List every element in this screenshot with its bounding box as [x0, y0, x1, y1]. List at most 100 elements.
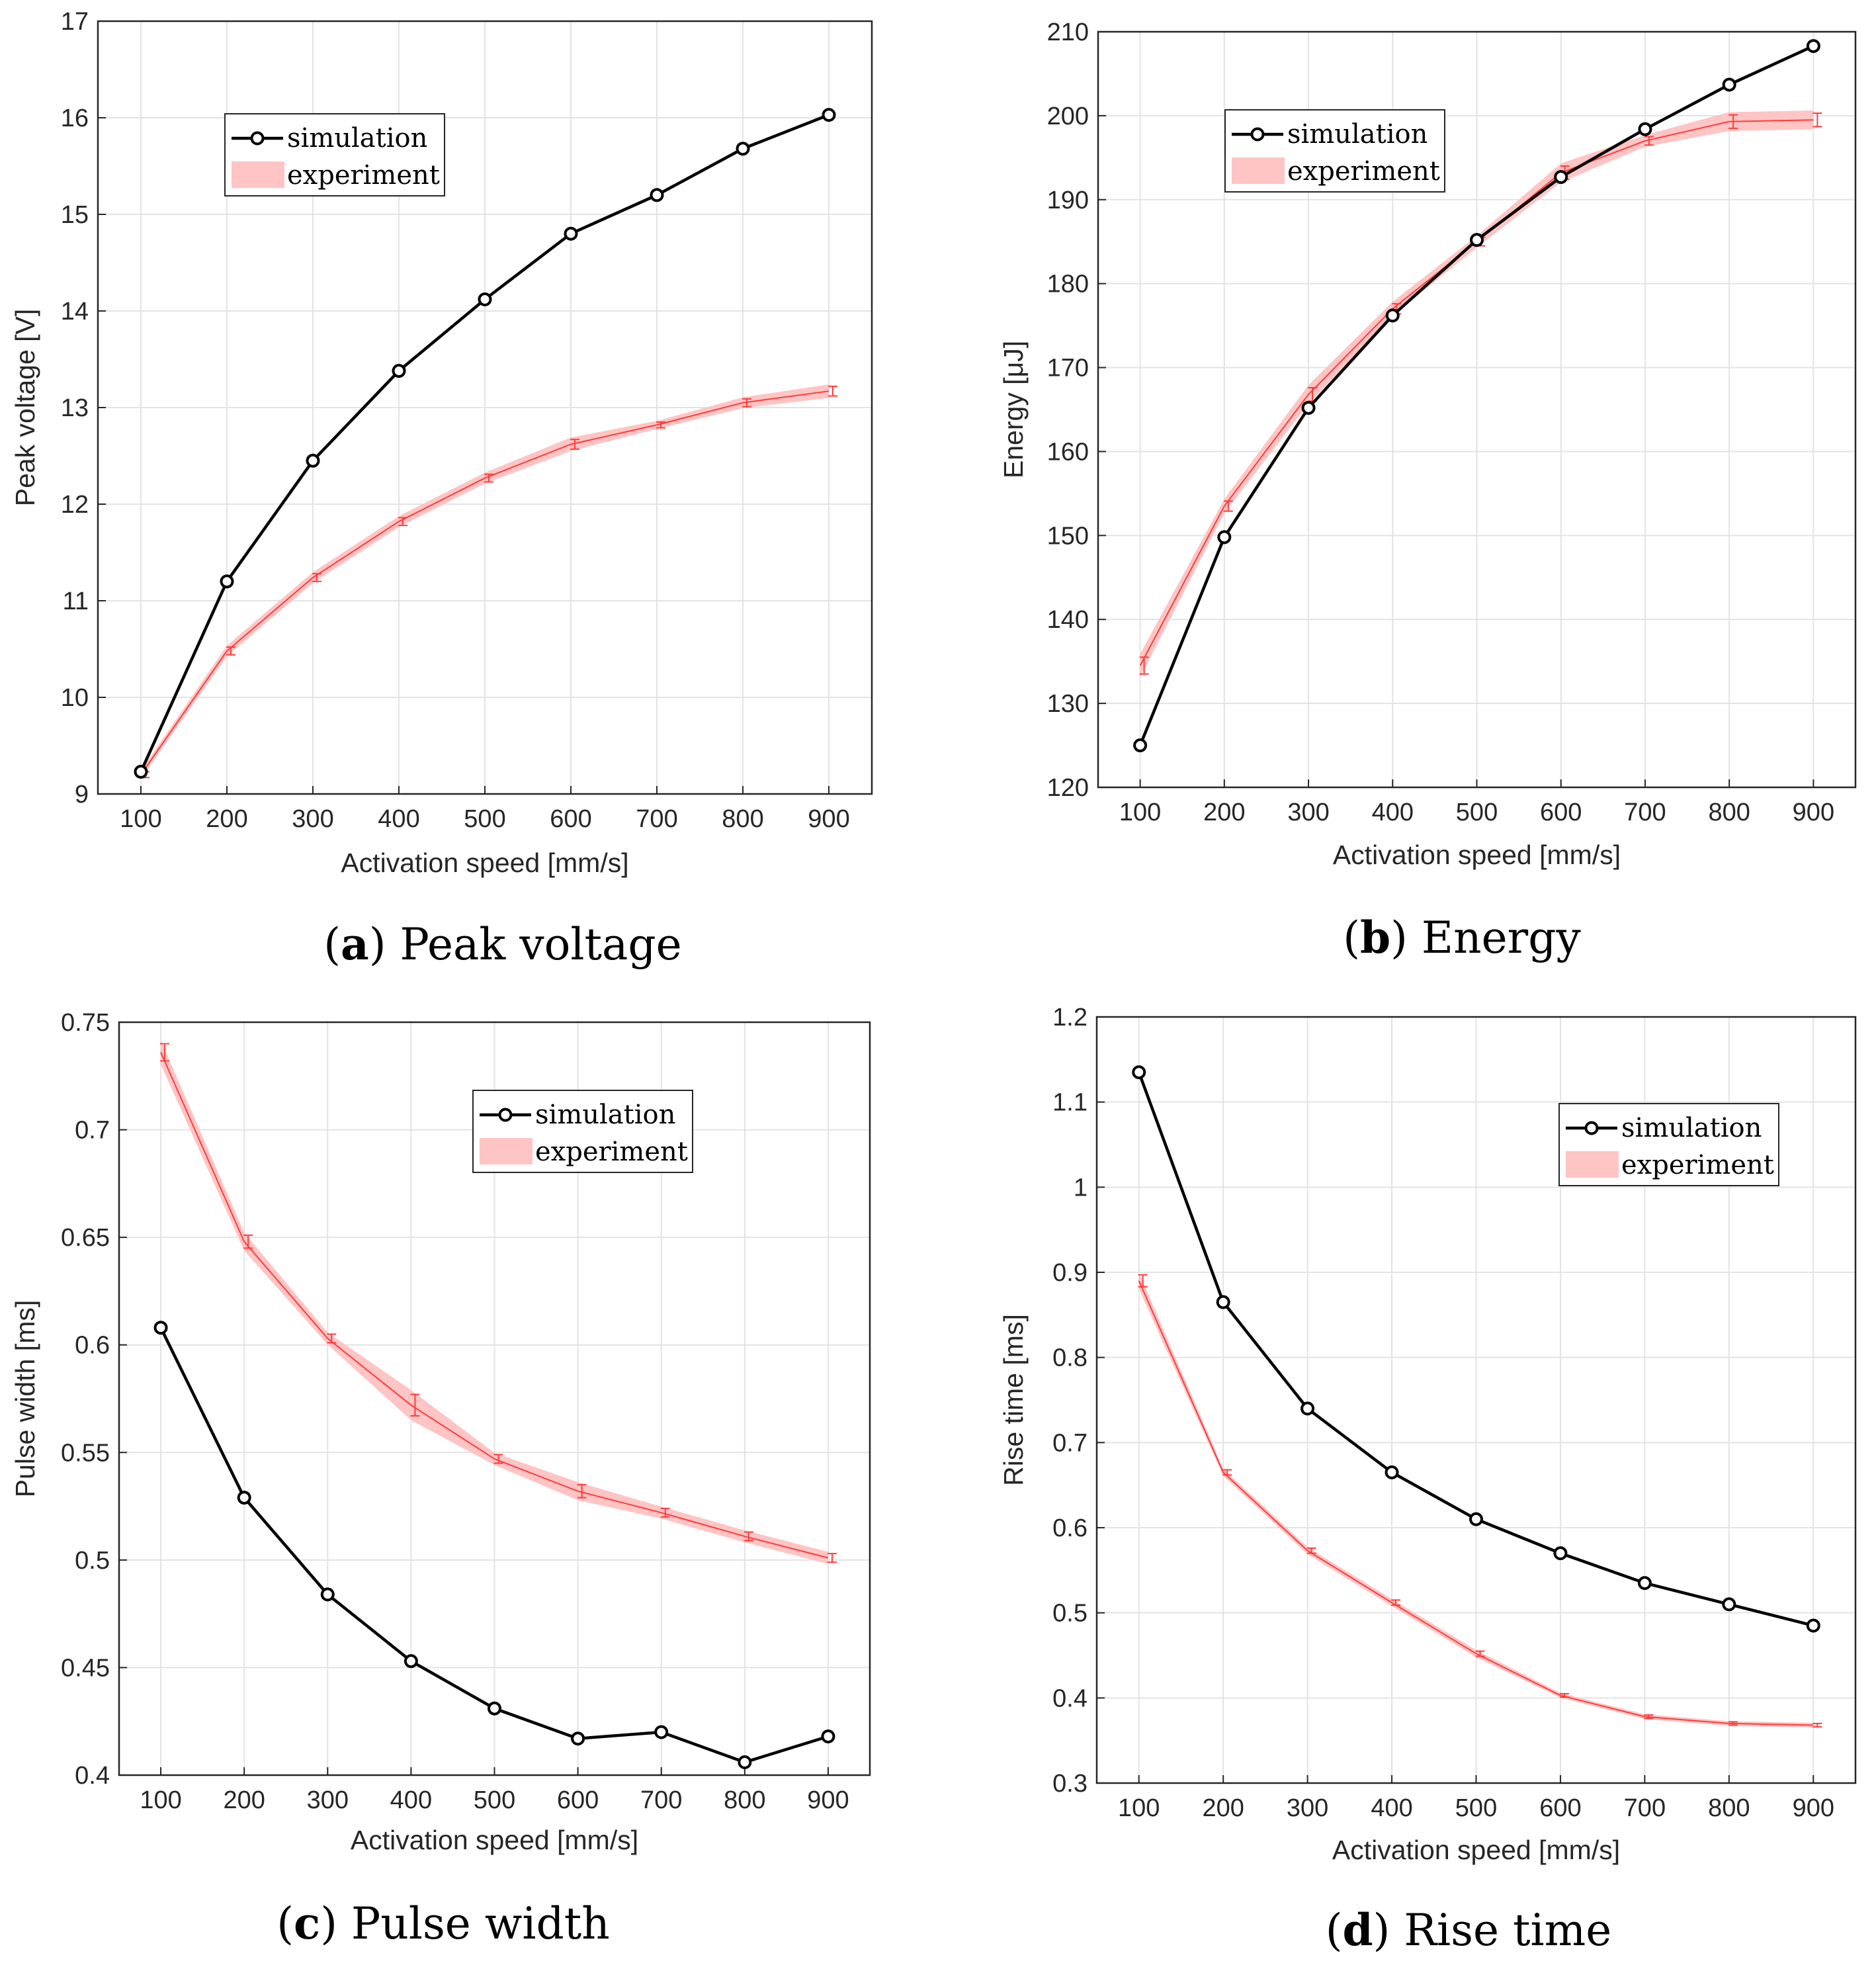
y-tick-label: 0.3	[1052, 1770, 1087, 1798]
experiment-errorbar	[1475, 1650, 1485, 1657]
experiment-errorbar	[410, 1393, 420, 1417]
simulation-point	[1722, 77, 1736, 92]
x-tick-label: 400	[1371, 1794, 1412, 1822]
x-tick-label: 300	[1287, 799, 1329, 826]
experiment-errorbar	[1306, 1547, 1316, 1554]
experiment-line	[160, 1052, 829, 1559]
x-tick-label: 400	[390, 1786, 432, 1814]
experiment-errorbar	[312, 573, 321, 582]
simulation-point	[1132, 1065, 1146, 1080]
x-tick-label: 500	[1455, 1794, 1497, 1822]
caption-paren-open: (	[277, 1898, 294, 1949]
y-tick-label: 120	[1047, 774, 1089, 802]
x-tick-label: 300	[1287, 1794, 1328, 1822]
caption-letter: d	[1342, 1904, 1373, 1956]
simulation-point	[134, 764, 148, 779]
x-axis-label: Activation speed [mm/s]	[341, 848, 628, 878]
y-tick-label: 180	[1047, 271, 1089, 298]
experiment-errorbar	[398, 517, 407, 527]
caption-letter: a	[341, 918, 369, 970]
legend-experiment-swatch	[1566, 1151, 1619, 1178]
legend: simulation experiment	[1558, 1103, 1779, 1186]
simulation-point	[1722, 1597, 1736, 1612]
y-tick-label: 0.75	[61, 1009, 110, 1037]
simulation-point	[1554, 170, 1568, 185]
simulation-point	[1637, 1576, 1652, 1591]
x-tick-label: 800	[1708, 1794, 1750, 1822]
panel-caption: (c) Pulse width	[277, 1898, 609, 1949]
experiment-errorbar	[226, 646, 235, 656]
y-tick-label: 0.6	[75, 1332, 110, 1360]
simulation-point	[478, 292, 492, 306]
x-tick-label: 800	[1708, 799, 1750, 826]
y-tick-label: 16	[61, 105, 89, 132]
legend-experiment-label: experiment	[287, 160, 440, 191]
x-tick-label: 600	[1539, 1794, 1581, 1822]
y-tick-label: 0.4	[75, 1762, 110, 1790]
caption-text: Rise time	[1390, 1905, 1611, 1956]
y-tick-label: 9	[75, 781, 89, 809]
caption-text: Pulse width	[337, 1898, 610, 1949]
experiment-errorbar	[577, 1484, 587, 1499]
experiment-errorbar	[1728, 114, 1738, 129]
simulation-point	[1300, 1401, 1315, 1416]
experiment-errorbar	[828, 385, 837, 397]
x-axis-label: Activation speed [mm/s]	[351, 1825, 638, 1855]
x-tick-label: 800	[724, 1786, 765, 1814]
y-tick-label: 11	[63, 588, 89, 615]
caption-paren-close: )	[320, 1898, 337, 1949]
legend-simulation-marker	[250, 131, 265, 146]
experiment-errorbar	[744, 1531, 753, 1542]
x-tick-label: 400	[1372, 799, 1414, 826]
x-tick-label: 700	[636, 805, 677, 833]
simulation-point	[1806, 39, 1820, 54]
x-tick-label: 100	[1119, 799, 1161, 826]
y-tick-label: 13	[61, 394, 89, 422]
y-tick-label: 0.55	[61, 1439, 110, 1467]
experiment-line	[1138, 1280, 1814, 1726]
simulation-point	[1301, 400, 1316, 415]
legend-simulation-marker	[498, 1108, 513, 1122]
simulation-point	[1553, 1546, 1568, 1561]
caption-text: Energy	[1408, 912, 1582, 963]
experiment-errorbar	[1644, 136, 1654, 146]
panel-caption: (a) Peak voltage	[323, 918, 681, 970]
experiment-errorbar	[327, 1333, 337, 1344]
caption-letter: b	[1360, 912, 1390, 963]
y-tick-label: 0.5	[75, 1547, 110, 1575]
y-tick-label: 150	[1047, 522, 1089, 550]
x-tick-label: 600	[557, 1786, 599, 1814]
x-tick-label: 200	[1203, 799, 1245, 826]
simulation-point	[237, 1491, 251, 1505]
y-tick-label: 0.9	[1052, 1259, 1087, 1287]
legend-simulation-label: simulation	[1621, 1113, 1762, 1143]
y-tick-label: 0.8	[1052, 1344, 1087, 1372]
chart-panel-d: 100 200 300 400 500 600 700 800 900 0.3 0.4 0.5 0.6 0…	[998, 1004, 1857, 1956]
x-axis-label: Activation speed [mm/s]	[1333, 840, 1621, 870]
x-axis-label: Activation speed [mm/s]	[1332, 1835, 1620, 1865]
x-tick-label: 200	[1202, 1794, 1244, 1822]
y-tick-label: 0.6	[1052, 1514, 1087, 1542]
panel-caption: (d) Rise time	[1326, 1904, 1612, 1956]
simulation-point	[1806, 1618, 1820, 1633]
simulation-point	[1216, 1295, 1230, 1309]
x-tick-label: 700	[640, 1786, 682, 1814]
caption-letter: c	[294, 1898, 320, 1949]
legend-experiment-label: experiment	[535, 1137, 688, 1167]
x-tick-label: 600	[550, 805, 591, 833]
y-tick-label: 12	[61, 491, 89, 519]
x-tick-label: 900	[1793, 1794, 1834, 1822]
y-tick-label: 1	[1074, 1174, 1087, 1202]
x-tick-label: 600	[1540, 799, 1582, 826]
experiment-errorbar	[1222, 1469, 1232, 1476]
y-tick-label: 0.4	[1052, 1685, 1087, 1712]
y-axis-label: Pulse width [ms]	[10, 1300, 40, 1498]
legend-experiment-swatch	[1232, 157, 1285, 184]
caption-paren-open: (	[1326, 1905, 1343, 1956]
x-tick-label: 700	[1624, 1794, 1666, 1822]
simulation-point	[488, 1701, 501, 1716]
experiment-errorbar	[570, 439, 579, 450]
simulation-point	[153, 1321, 168, 1335]
y-tick-label: 10	[61, 684, 89, 712]
legend-experiment-label: experiment	[1287, 156, 1440, 187]
